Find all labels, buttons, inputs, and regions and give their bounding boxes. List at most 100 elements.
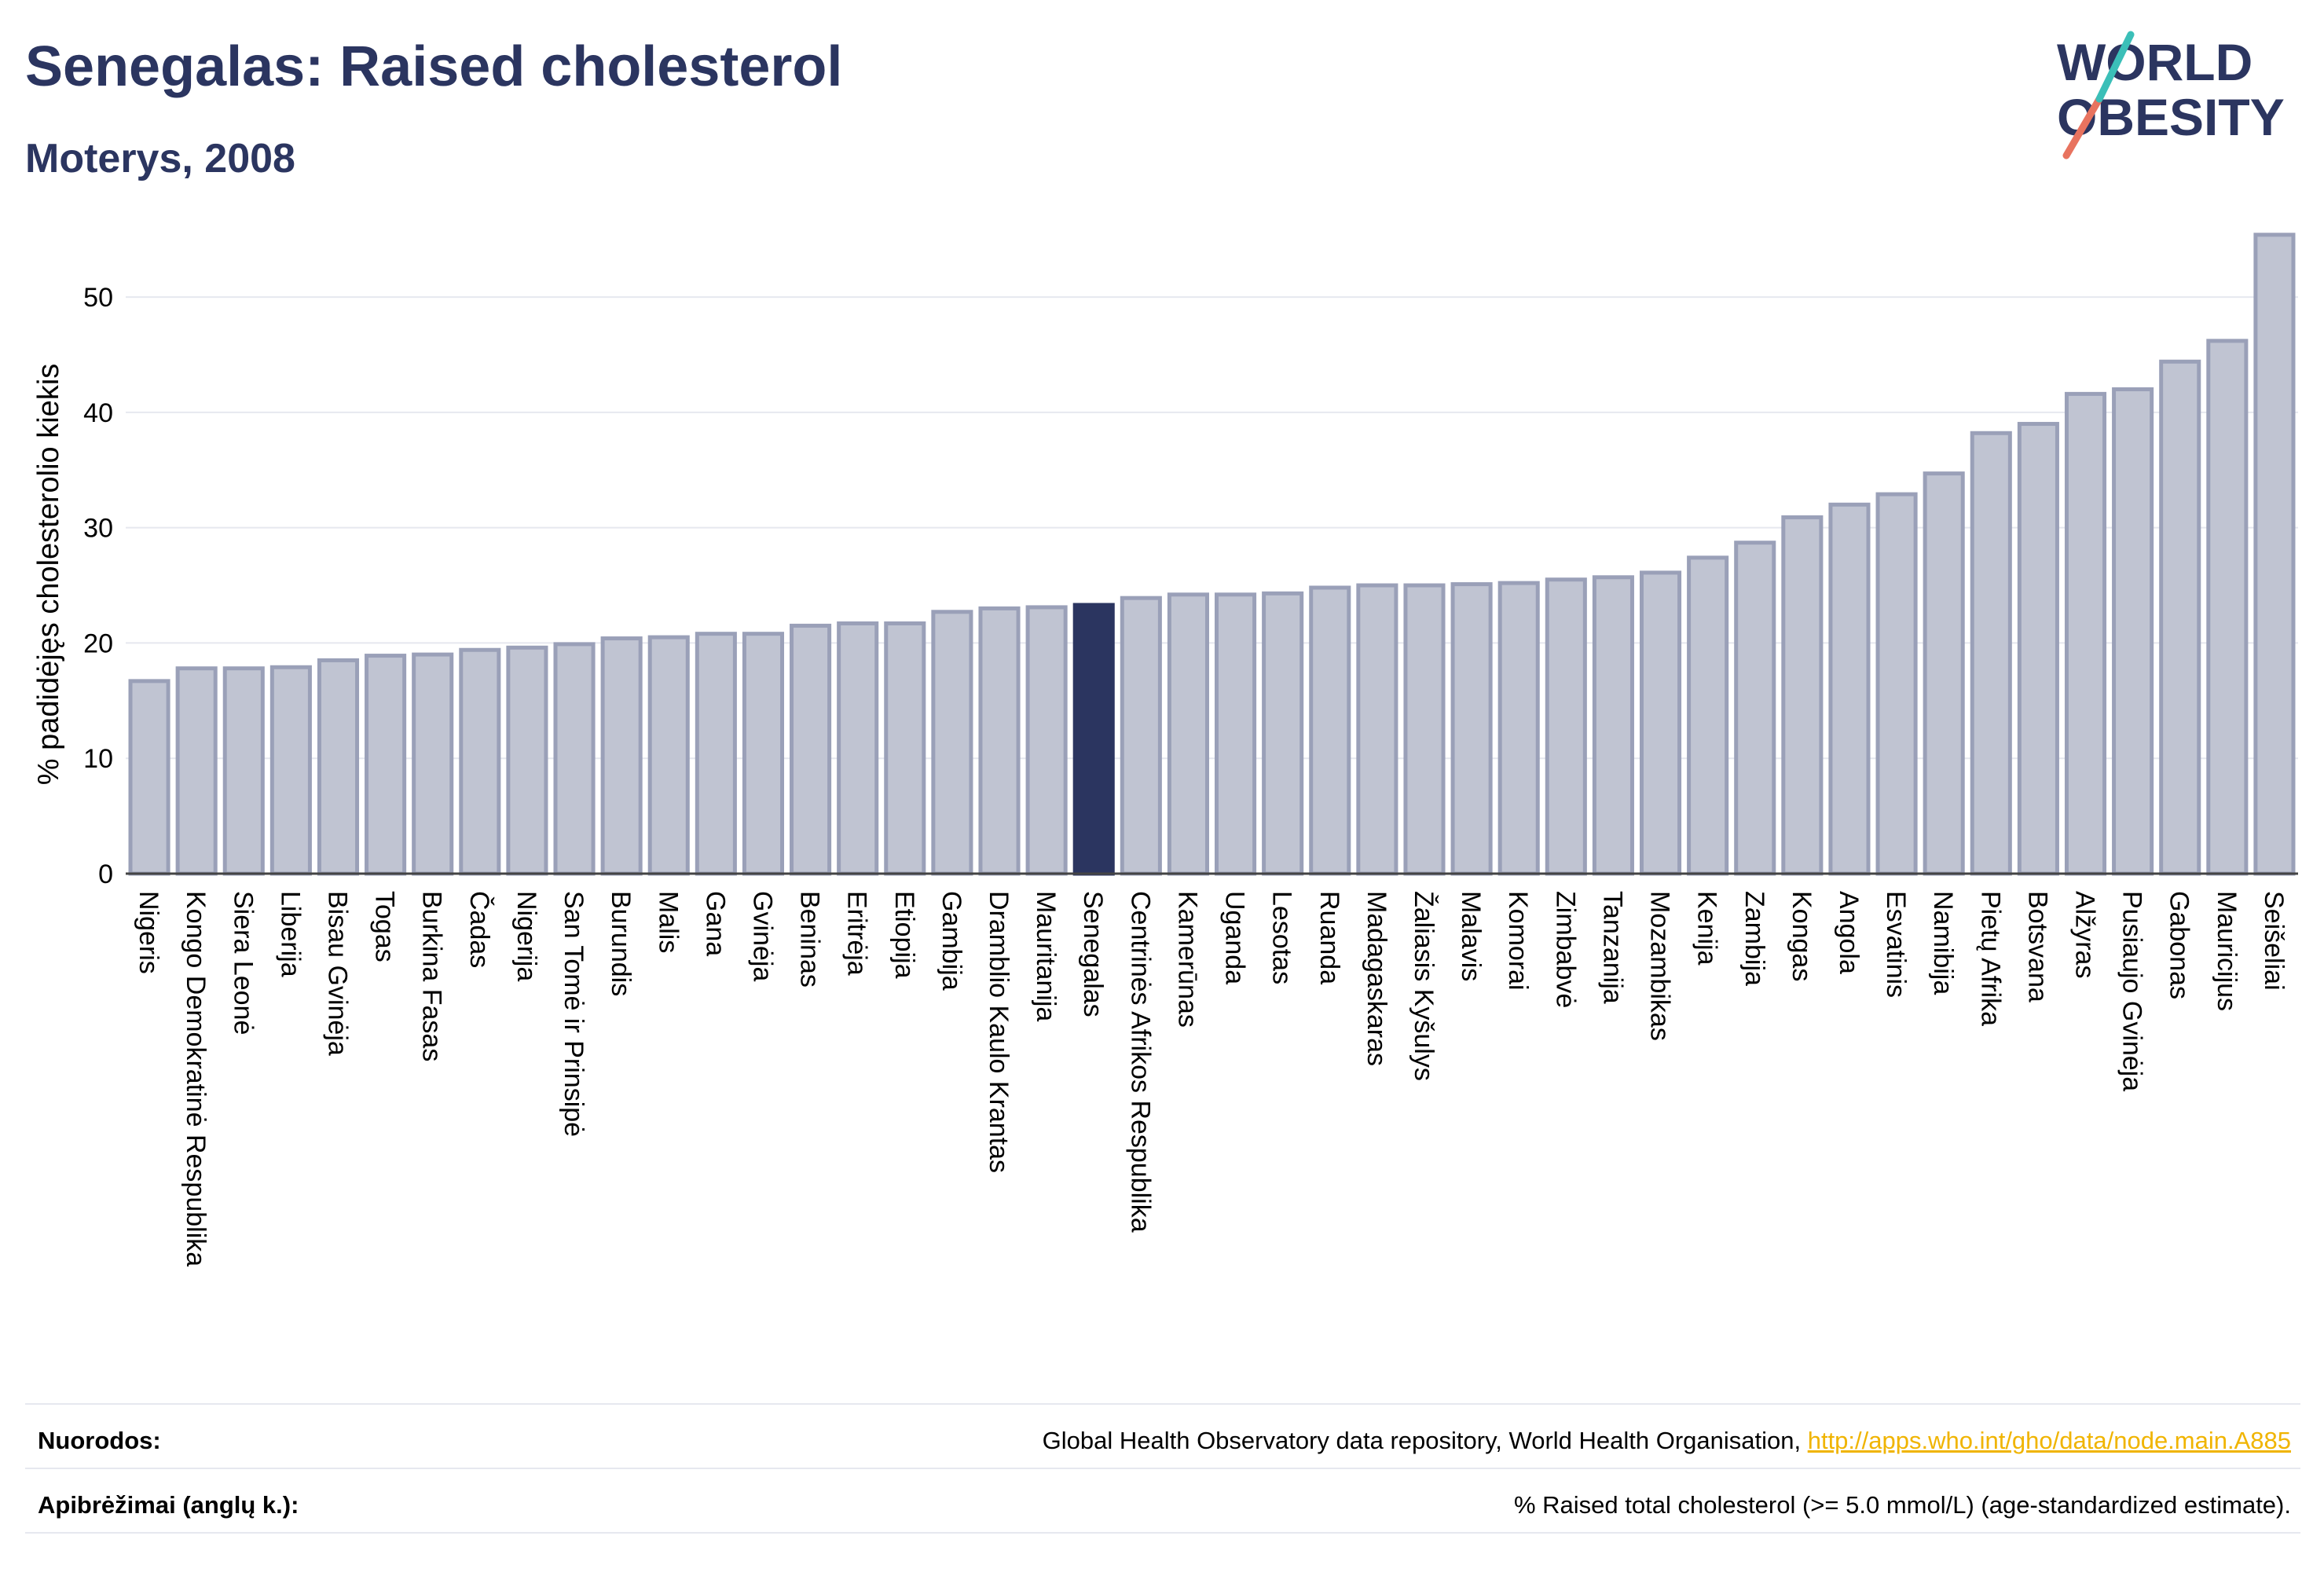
x-category-label: San Tomė ir Prinsipė <box>559 891 588 1137</box>
bar <box>600 636 643 876</box>
x-category-label: Namibija <box>1928 891 1958 995</box>
x-axis-labels: Nigeris Kongo Demokratinė Respublika Siera… <box>134 891 2289 1266</box>
world-obesity-logo: WORLD OBESITY <box>2057 31 2285 159</box>
sources-label: Nuorodos: <box>38 1427 161 1454</box>
x-category-label: Gabonas <box>2165 891 2194 999</box>
x-category-label: Gvinėja <box>747 891 777 981</box>
bars <box>128 233 2296 876</box>
y-tick-label: 50 <box>83 283 113 313</box>
x-category-label: Mauritanija <box>1031 891 1061 1021</box>
x-category-label: Kongas <box>1787 891 1816 981</box>
bar-highlight <box>1072 603 1115 876</box>
x-category-label: Bisau Gvinėja <box>322 891 352 1056</box>
x-category-label: Togas <box>370 891 400 962</box>
bar <box>128 679 170 876</box>
y-tick-label: 40 <box>83 398 113 428</box>
x-category-label: Burundis <box>606 891 636 996</box>
x-category-label: Beninas <box>795 891 825 988</box>
sources-value: Global Health Observatory data repositor… <box>1043 1427 2291 1455</box>
y-tick-label: 20 <box>83 629 113 658</box>
bar-chart: 0 10 20 30 40 50 Nigeris Kongo Demokratinė Res… <box>32 233 2298 1266</box>
bar <box>1167 592 1209 876</box>
sources-link[interactable]: http://apps.who.int/gho/data/node.main.A… <box>1807 1427 2291 1454</box>
x-category-label: Botsvana <box>2022 891 2052 1002</box>
x-category-label: Siera Leonė <box>228 891 258 1035</box>
x-category-label: Dramblio Kaulo Krantas <box>984 891 1014 1173</box>
y-tick-label: 30 <box>83 514 113 544</box>
chart-title: Senegalas: Raised cholesterol <box>25 35 843 98</box>
x-category-label: Gana <box>700 891 730 956</box>
footer-divider-bottom <box>25 1532 2300 1534</box>
y-axis-title: % padidėjęs cholesterolio kiekis <box>32 364 65 786</box>
bar <box>978 606 1021 876</box>
bar <box>1262 591 1304 876</box>
x-category-label: Angola <box>1834 891 1864 974</box>
x-category-label: Kenija <box>1692 891 1722 966</box>
y-tick-label: 10 <box>83 744 113 774</box>
bar <box>269 665 312 876</box>
bar <box>790 623 832 876</box>
x-category-label: Madagaskaras <box>1362 891 1391 1066</box>
bar <box>837 621 879 876</box>
bar <box>553 642 596 876</box>
y-tick-label: 0 <box>98 859 113 889</box>
bar <box>2253 233 2296 876</box>
x-category-label: Kongo Demokratinė Respublika <box>181 891 211 1266</box>
x-category-label: Zambija <box>1739 891 1769 986</box>
x-category-label: Liberija <box>275 891 305 977</box>
bar <box>1970 431 2012 876</box>
x-category-label: Lesotas <box>1267 891 1297 984</box>
bar <box>1734 541 1776 876</box>
x-category-label: Senegalas <box>1078 891 1108 1017</box>
bar <box>1828 502 1871 876</box>
logo-line-1: WORLD <box>2057 33 2253 91</box>
x-category-label: Čadas <box>464 891 494 968</box>
bar <box>222 666 265 876</box>
bar <box>742 632 785 876</box>
x-category-label: Žaliasis Kyšulys <box>1409 891 1439 1081</box>
bar <box>931 610 973 876</box>
bar <box>317 658 360 876</box>
footer-sources-row: Nuorodos: Global Health Observatory data… <box>38 1417 2291 1464</box>
x-category-label: Uganda <box>1220 891 1250 984</box>
x-category-label: Zimbabvė <box>1550 891 1580 1008</box>
bar <box>175 666 218 876</box>
x-category-label: Etiopija <box>889 891 919 979</box>
bar <box>1592 575 1634 876</box>
footer-divider-top <box>25 1403 2300 1405</box>
x-category-label: Esvatinis <box>1881 891 1911 998</box>
x-category-label: Malavis <box>1456 891 1486 981</box>
sources-text: Global Health Observatory data repositor… <box>1042 1427 1808 1454</box>
definitions-label: Apibrėžimai (anglų k.): <box>38 1491 299 1519</box>
x-category-label: Malis <box>653 891 683 953</box>
bar <box>365 654 407 876</box>
x-category-label: Eritrėja <box>842 891 872 976</box>
bar <box>647 635 690 876</box>
x-category-label: Pietų Afrika <box>1975 891 2005 1026</box>
x-category-label: Komorai <box>1503 891 1533 991</box>
x-category-label: Mozambikas <box>1645 891 1675 1041</box>
bar <box>2112 387 2154 876</box>
bar <box>1215 592 1257 876</box>
x-category-label: Centrinės Afrikos Respublika <box>1125 891 1155 1233</box>
bar <box>2017 422 2059 876</box>
x-category-label: Tanzanija <box>1597 891 1627 1004</box>
bar <box>1781 515 1824 876</box>
bar <box>1497 581 1540 876</box>
footer-definitions-row: Apibrėžimai (anglų k.): % Raised total c… <box>38 1482 2291 1529</box>
x-category-label: Nigerija <box>511 891 541 981</box>
x-category-label: Burkina Fasas <box>417 891 447 1061</box>
x-category-label: Ruanda <box>1314 891 1344 984</box>
bar <box>1450 582 1493 876</box>
bar <box>1309 585 1351 876</box>
bar <box>1356 583 1398 876</box>
x-category-label: Mauricijus <box>2212 891 2242 1011</box>
logo-slash-red <box>2062 95 2103 159</box>
bar <box>1025 605 1068 876</box>
x-category-label: Seišeliai <box>2259 891 2289 991</box>
bar <box>884 621 926 876</box>
bar <box>2159 359 2201 876</box>
bar <box>1923 471 1965 876</box>
definitions-value: % Raised total cholesterol (>= 5.0 mmol/… <box>1513 1491 2291 1519</box>
footer-divider-middle <box>25 1468 2300 1469</box>
